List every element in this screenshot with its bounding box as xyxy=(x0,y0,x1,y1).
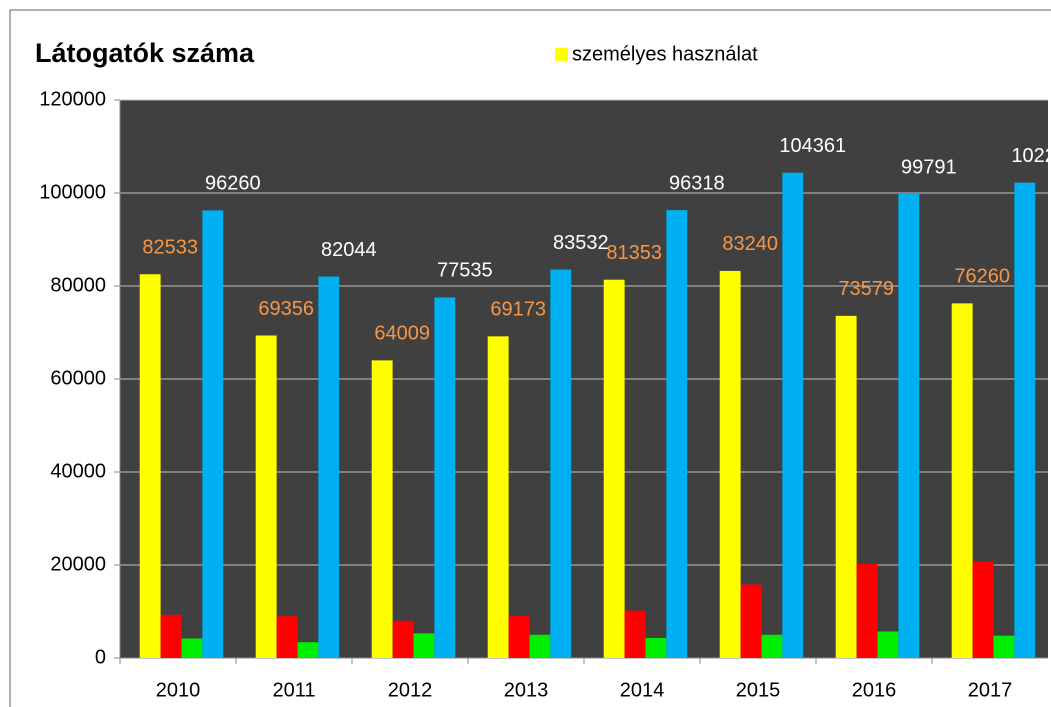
x-tick-label: 2014 xyxy=(620,679,665,701)
bar xyxy=(972,561,994,658)
bar xyxy=(951,303,973,658)
bar xyxy=(434,297,456,658)
bar xyxy=(371,360,393,658)
data-label: 81353 xyxy=(606,242,662,264)
bar xyxy=(202,210,224,659)
bar xyxy=(782,172,804,658)
x-tick-label: 2013 xyxy=(504,679,549,701)
bar xyxy=(392,620,414,658)
x-tick-label: 2012 xyxy=(388,679,433,701)
x-tick-label: 2010 xyxy=(156,679,201,701)
y-tick-label: 40000 xyxy=(50,460,106,482)
bar xyxy=(550,269,572,658)
data-label: 82533 xyxy=(142,237,198,259)
data-label: 104361 xyxy=(779,135,846,157)
bar xyxy=(877,631,899,658)
bar xyxy=(603,279,625,658)
data-label: 102229 xyxy=(1011,145,1051,167)
bar xyxy=(508,616,530,658)
bar xyxy=(740,584,762,658)
legend-swatch xyxy=(555,48,568,61)
data-label: 73579 xyxy=(838,278,894,300)
bar xyxy=(835,315,857,658)
bar xyxy=(719,270,741,658)
bar xyxy=(993,635,1015,658)
data-label: 96318 xyxy=(669,172,725,194)
data-label: 83532 xyxy=(553,232,609,254)
data-label: 69356 xyxy=(258,298,314,320)
data-label: 76260 xyxy=(954,266,1010,288)
bar xyxy=(761,634,783,658)
x-tick-label: 2011 xyxy=(272,679,315,701)
x-tick-label: 2015 xyxy=(736,679,781,701)
y-tick-label: 100000 xyxy=(39,181,106,203)
bar xyxy=(255,335,277,658)
bar xyxy=(276,616,298,658)
bar xyxy=(1014,182,1036,659)
y-tick-label: 120000 xyxy=(39,88,106,110)
data-label: 82044 xyxy=(321,239,377,261)
bar xyxy=(856,564,878,658)
y-tick-label: 80000 xyxy=(50,274,106,296)
data-label: 96260 xyxy=(205,173,261,195)
bar xyxy=(139,274,161,658)
data-label: 83240 xyxy=(722,233,778,255)
bar xyxy=(297,642,319,658)
data-label: 69173 xyxy=(490,299,546,321)
bar xyxy=(529,634,551,658)
chart-title: Látogatók száma xyxy=(35,38,255,68)
bar xyxy=(624,610,646,658)
bar xyxy=(181,638,203,658)
data-label: 99791 xyxy=(901,156,957,178)
bar xyxy=(645,638,667,658)
bar xyxy=(413,633,435,658)
bar xyxy=(487,336,509,658)
bar xyxy=(318,276,340,658)
bar xyxy=(898,193,920,658)
x-tick-label: 2017 xyxy=(968,679,1013,701)
legend-label: személyes használat xyxy=(572,43,758,65)
data-label: 77535 xyxy=(437,260,493,282)
data-label: 64009 xyxy=(374,323,430,345)
y-tick-label: 20000 xyxy=(50,553,106,575)
x-tick-label: 2016 xyxy=(852,679,897,701)
bar xyxy=(666,210,688,658)
bar xyxy=(160,614,182,658)
y-tick-label: 60000 xyxy=(50,367,106,389)
y-tick-label: 0 xyxy=(95,646,106,668)
